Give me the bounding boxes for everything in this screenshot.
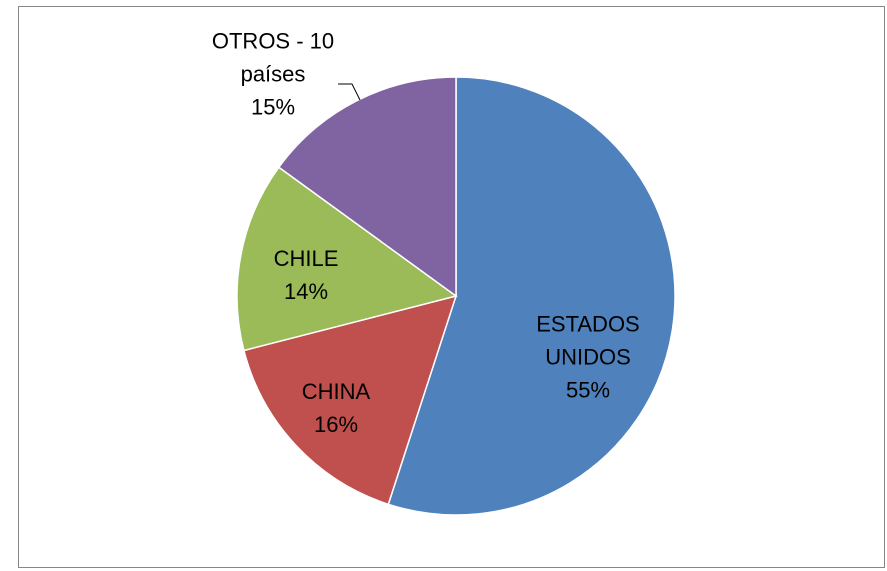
category-label: CHILE (273, 246, 339, 271)
value-label: 14% (283, 279, 329, 304)
category-label: ESTADOS UNIDOS (536, 311, 640, 370)
value-label: 55% (565, 377, 611, 403)
pie-slice (242, 294, 458, 506)
leader-line (338, 83, 361, 101)
slice-label: ESTADOS UNIDOS 55% (508, 308, 668, 407)
pie-slice (236, 166, 458, 352)
category-label: CHINA (301, 379, 371, 404)
slice-label: CHINA 16% (276, 375, 396, 441)
value-label: 15% (250, 94, 296, 120)
pie-slice (387, 76, 676, 516)
pie-slice (277, 76, 457, 298)
slice-label: OTROS - 10 países 15% (203, 25, 343, 124)
category-label: OTROS - 10 países (211, 28, 335, 87)
value-label: 16% (313, 412, 359, 437)
slice-label: CHILE 14% (246, 242, 366, 308)
